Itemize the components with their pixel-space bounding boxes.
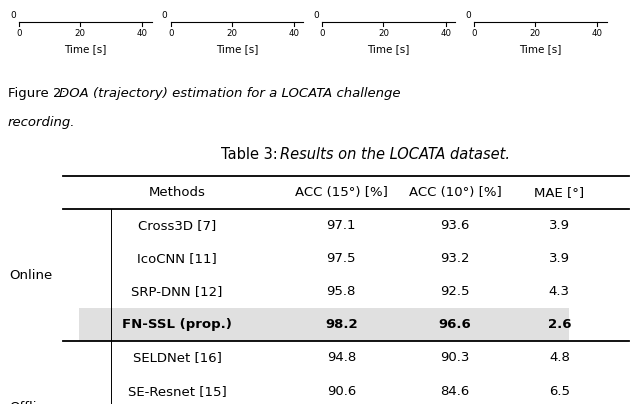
Text: 90.6: 90.6	[327, 385, 356, 398]
Text: 2.6: 2.6	[547, 318, 571, 331]
Text: Time [s]: Time [s]	[367, 44, 410, 55]
Text: Online: Online	[9, 269, 52, 282]
Text: 3.9: 3.9	[549, 219, 570, 232]
Bar	[63, 308, 629, 341]
Text: recording.: recording.	[8, 116, 75, 129]
Text: 92.5: 92.5	[441, 285, 470, 298]
Text: FN-SSL (prop.): FN-SSL (prop.)	[122, 318, 232, 331]
Text: 97.5: 97.5	[327, 252, 356, 265]
Text: 93.6: 93.6	[441, 219, 470, 232]
Text: 20: 20	[75, 29, 85, 38]
Text: 0: 0	[168, 29, 173, 38]
Text: Table 3:: Table 3:	[221, 147, 283, 162]
Text: 0: 0	[313, 11, 319, 20]
Text: 4.3: 4.3	[549, 285, 570, 298]
Text: Offline: Offline	[9, 401, 54, 404]
Text: Time [s]: Time [s]	[216, 44, 258, 55]
Text: ACC (15°) [%]: ACC (15°) [%]	[295, 186, 387, 199]
Text: 20: 20	[378, 29, 389, 38]
Text: 0: 0	[16, 29, 21, 38]
Text: IcoCNN [11]: IcoCNN [11]	[137, 252, 217, 265]
Text: 20: 20	[530, 29, 540, 38]
Text: Figure 2:: Figure 2:	[8, 87, 70, 100]
Text: 90.3: 90.3	[441, 351, 470, 364]
Text: 97.1: 97.1	[327, 219, 356, 232]
Text: 96.6: 96.6	[439, 318, 471, 331]
Text: 0: 0	[162, 11, 167, 20]
Text: 40: 40	[137, 29, 148, 38]
Text: 95.8: 95.8	[327, 285, 356, 298]
Text: 98.2: 98.2	[325, 318, 358, 331]
Text: 4.8: 4.8	[549, 351, 570, 364]
Text: 0: 0	[320, 29, 325, 38]
Text: 0: 0	[465, 11, 471, 20]
Text: 6.5: 6.5	[549, 385, 570, 398]
Text: Results on the LOCATA dataset.: Results on the LOCATA dataset.	[280, 147, 510, 162]
Text: Cross3D [7]: Cross3D [7]	[138, 219, 216, 232]
Text: Time [s]: Time [s]	[519, 44, 562, 55]
Text: Time [s]: Time [s]	[64, 44, 107, 55]
Text: Methods: Methods	[149, 186, 205, 199]
Text: MAE [°]: MAE [°]	[534, 186, 585, 199]
Text: 40: 40	[592, 29, 603, 38]
Text: 94.8: 94.8	[327, 351, 356, 364]
Text: 3.9: 3.9	[549, 252, 570, 265]
Text: SELDNet [16]: SELDNet [16]	[133, 351, 221, 364]
Text: 0: 0	[10, 11, 16, 20]
Text: 84.6: 84.6	[441, 385, 470, 398]
Text: ACC (10°) [%]: ACC (10°) [%]	[409, 186, 501, 199]
Text: 40: 40	[441, 29, 451, 38]
Text: 93.2: 93.2	[441, 252, 470, 265]
Text: SE-Resnet [15]: SE-Resnet [15]	[128, 385, 226, 398]
Text: DOA (trajectory) estimation for a LOCATA challenge: DOA (trajectory) estimation for a LOCATA…	[59, 87, 401, 100]
Text: 20: 20	[226, 29, 237, 38]
Text: 40: 40	[289, 29, 300, 38]
Text: 0: 0	[471, 29, 477, 38]
Text: SRP-DNN [12]: SRP-DNN [12]	[131, 285, 222, 298]
